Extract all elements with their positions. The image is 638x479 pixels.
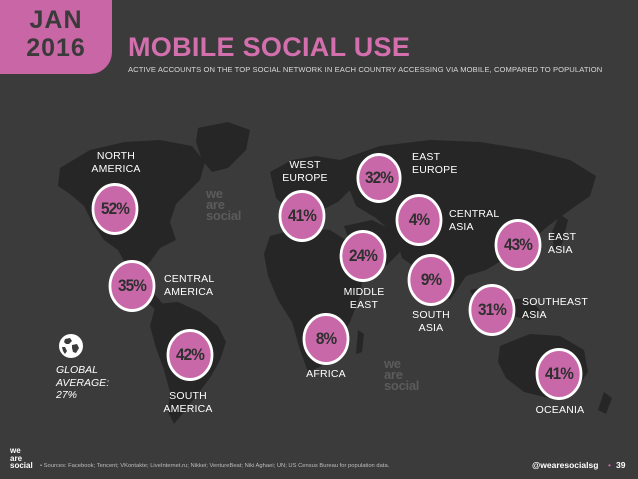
stat-bubble-middle-east: 24% xyxy=(339,230,387,282)
stat-bubble-south-america: 42% xyxy=(166,329,214,381)
region-label-central-america: CENTRAL AMERICA xyxy=(164,273,215,298)
social-handle: @wearesocialsg xyxy=(532,460,599,470)
stat-bubble-east-asia: 43% xyxy=(494,219,542,271)
global-average: GLOBAL AVERAGE: 27% xyxy=(56,364,110,401)
date-year: 2016 xyxy=(26,34,86,62)
page-title: MOBILE SOCIAL USE xyxy=(128,32,411,62)
stat-bubble-southeast-asia: 31% xyxy=(468,284,516,336)
stat-bubble-south-asia: 9% xyxy=(407,254,455,306)
stat-bubble-central-asia: 4% xyxy=(395,194,443,246)
watermark-logo-1: we are social xyxy=(206,186,242,223)
region-label-africa: AFRICA xyxy=(306,368,346,380)
globe-icon xyxy=(59,334,83,358)
map-japan xyxy=(552,214,568,250)
map-asia xyxy=(340,140,596,300)
date-badge: JAN 2016 xyxy=(0,0,112,74)
region-label-middle-east: MIDDLE EAST xyxy=(343,286,385,311)
footer-separator: • xyxy=(608,460,611,470)
footer-logo: we are social xyxy=(10,446,33,470)
page-number: 39 xyxy=(616,460,626,470)
date-month: JAN xyxy=(29,6,83,34)
region-label-oceania: OCEANIA xyxy=(535,404,585,416)
region-label-south-asia: SOUTH ASIA xyxy=(412,309,450,334)
page-subtitle: ACTIVE ACCOUNTS ON THE TOP SOCIAL NETWOR… xyxy=(128,65,603,74)
sources-note: • Sources: Facebook; Tencent; VKontakte;… xyxy=(40,463,390,469)
stat-bubble-east-europe: 32% xyxy=(356,153,402,203)
map-new-zealand xyxy=(598,392,612,414)
watermark-logo-2: we are social xyxy=(384,356,420,393)
region-label-south-america: SOUTH AMERICA xyxy=(163,390,213,415)
region-label-west-europe: WEST EUROPE xyxy=(282,159,328,184)
region-label-southeast-asia: SOUTHEAST ASIA xyxy=(522,296,588,321)
region-label-north-america: NORTH AMERICA xyxy=(91,150,141,175)
stat-bubble-west-europe: 41% xyxy=(278,190,326,242)
stat-bubble-oceania: 41% xyxy=(535,348,583,400)
map-madagascar xyxy=(356,330,364,354)
stat-bubble-central-america: 35% xyxy=(108,260,156,312)
stat-bubble-africa: 8% xyxy=(302,313,350,365)
region-label-east-asia: EAST ASIA xyxy=(548,231,577,256)
map-greenland xyxy=(196,122,250,172)
region-label-central-asia: CENTRAL ASIA xyxy=(449,208,500,233)
stat-bubble-north-america: 52% xyxy=(91,183,139,235)
